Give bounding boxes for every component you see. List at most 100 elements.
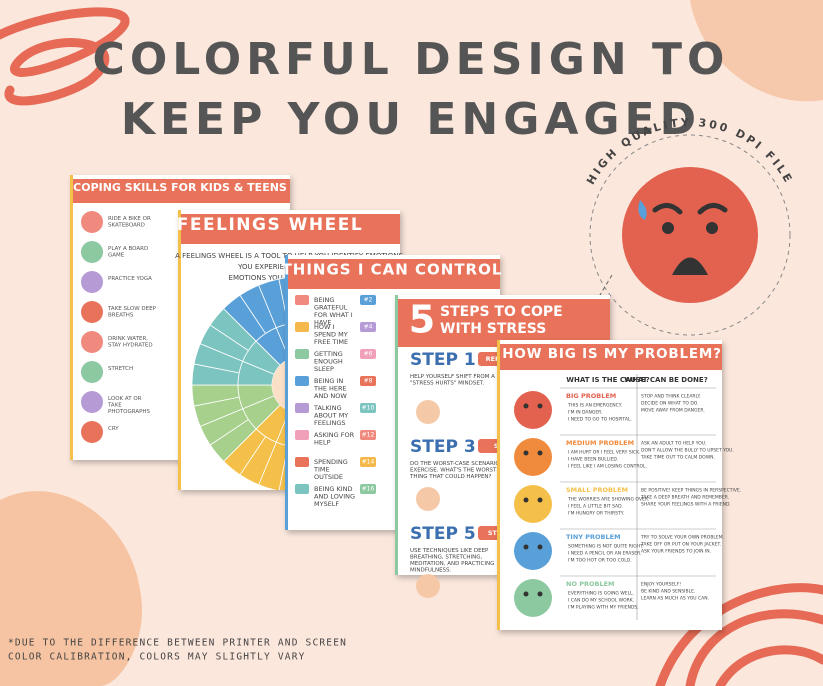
coping-item-line: CRY xyxy=(108,426,119,432)
face-eye xyxy=(523,497,529,503)
problem-cause: SOMETHING IS NOT QUITE RIGHT. xyxy=(568,544,644,550)
tag xyxy=(360,376,376,386)
card-header xyxy=(73,179,290,203)
emoji-tear xyxy=(638,200,647,220)
column-header: WHAT CAN BE DONE? xyxy=(624,376,708,384)
problem-action: STOP AND THINK CLEARLY. xyxy=(641,394,701,400)
control-item-line: BEING IN xyxy=(314,377,343,385)
tag xyxy=(295,349,309,359)
tag xyxy=(295,403,309,413)
scribble xyxy=(0,7,130,106)
tag xyxy=(360,430,376,440)
problem-level: MEDIUM PROBLEM xyxy=(566,439,634,447)
footnote: *DUE TO THE DIFFERENCE BETWEEN PRINTER A… xyxy=(8,638,347,649)
step-text-line: DO THE WORST-CASE SCENARIO xyxy=(410,461,500,467)
control-item-line: SPEND MY xyxy=(314,331,348,339)
step-label: STEP 3 xyxy=(410,437,476,457)
face xyxy=(514,391,552,429)
tag xyxy=(295,322,309,332)
problem-cause: I CAN DO MY SCHOOL WORK. xyxy=(568,598,634,604)
face xyxy=(514,532,552,570)
step-text-line: MEDITATION, AND PRACTICING xyxy=(410,561,494,567)
control-item: BEING IN THE HERE AND NOW xyxy=(313,377,347,400)
icon xyxy=(81,241,103,263)
control-item: TALKING ABOUT MY FEELINGS xyxy=(313,404,348,427)
tag xyxy=(360,322,376,332)
badge-ring xyxy=(589,134,791,336)
step-figure xyxy=(416,487,440,511)
control-item-line: TALKING xyxy=(313,404,342,412)
tag xyxy=(360,295,376,305)
control-item-line: FREE TIME xyxy=(314,338,348,346)
problem-action: ASK AN ADULT TO HELP YOU. xyxy=(641,441,706,447)
coping-item-line: RIDE A BIKE OR xyxy=(108,216,151,222)
problem-action: BE KIND AND SENSIBLE. xyxy=(641,589,695,595)
tag-number: #16 xyxy=(362,486,375,493)
coping-item: PLAY A BOARD GAME xyxy=(108,246,148,259)
card-header xyxy=(288,259,500,289)
coping-item: PRACTICE YOGA xyxy=(108,276,152,282)
card-header xyxy=(181,214,400,244)
card-edge xyxy=(285,255,288,530)
control-item-line: HOW I xyxy=(314,323,334,331)
coping-item: LOOK AT OR TAKE PHOTOGRAPHS xyxy=(107,396,151,415)
card-edge xyxy=(395,295,398,575)
card-title: WITH STRESS xyxy=(440,321,546,337)
problem-cause: I'M TOO HOT OR TOO COLD. xyxy=(568,558,632,564)
coping-item-line: LOOK AT OR xyxy=(108,396,142,402)
icon xyxy=(81,331,103,353)
coping-item-line: DRINK WATER, xyxy=(108,336,148,342)
emoji xyxy=(622,167,758,303)
problem-level: BIG PROBLEM xyxy=(566,392,616,400)
emoji-brow xyxy=(652,203,728,215)
face-eye xyxy=(537,450,543,456)
tag-number: #12 xyxy=(362,432,375,439)
card-header xyxy=(398,299,610,347)
control-item-line: SPENDING xyxy=(314,458,348,466)
emoji-mouth xyxy=(672,257,708,275)
step-label: STEP 5 xyxy=(410,524,476,544)
card-title: STEPS TO COPE xyxy=(440,304,563,320)
card-edge xyxy=(497,340,500,630)
step-text-line: MINDFULNESS. xyxy=(410,567,452,573)
coping-item-line: STAY HYDRATED xyxy=(108,342,153,348)
control-item-line: HAVE xyxy=(314,319,331,327)
control-item-line: ABOUT MY xyxy=(314,412,348,420)
tag-number: #10 xyxy=(362,405,375,412)
tag-number: #8 xyxy=(364,378,373,385)
coping-item-line: PHOTOGRAPHS xyxy=(108,409,151,415)
card-header xyxy=(500,344,722,370)
problem-cause: I FEEL A LITTLE BIT SAD. xyxy=(568,504,623,510)
coping-item-line: PLAY A BOARD xyxy=(108,246,148,252)
footnote: COLOR CALIBRATION, COLORS MAY SLIGHTLY V… xyxy=(8,652,306,663)
control-item: GETTING ENOUGH SLEEP xyxy=(314,350,343,373)
problem-cause: I'M IN DANGER. xyxy=(568,410,603,416)
face-eye xyxy=(523,591,529,597)
step-label: STEP 1 xyxy=(410,350,476,370)
control-item-line: AND LOVING xyxy=(314,493,355,501)
problem-action: DECIDE ON WHAT TO DO. xyxy=(641,401,699,407)
headline: KEEP YOU ENGAGED xyxy=(121,94,701,145)
control-item-line: GETTING xyxy=(314,350,343,358)
face-eye xyxy=(537,544,543,550)
problem-action: TAKE TIME OUT TO CALM DOWN. xyxy=(640,455,715,461)
problem-action: SHARE YOUR FEELINGS WITH A FRIEND. xyxy=(641,502,731,508)
face xyxy=(514,485,552,523)
problem-cause: I'M PLAYING WITH MY FRIENDS. xyxy=(568,605,639,611)
icon xyxy=(81,361,103,383)
blob xyxy=(690,0,823,102)
problem-cause: I FEEL LIKE I AM LOSING CONTROL. xyxy=(568,464,647,470)
control-item-line: SLEEP xyxy=(314,365,334,373)
coping-item-line: BREATHS xyxy=(108,312,134,318)
control-item-line: ASKING FOR xyxy=(314,431,355,439)
icon xyxy=(81,421,103,443)
coping-item-line: STRETCH xyxy=(108,366,133,372)
coping-item: CRY xyxy=(108,426,119,432)
tag xyxy=(360,403,376,413)
tag-number: #4 xyxy=(364,324,373,331)
tag xyxy=(360,349,376,359)
scribble xyxy=(655,583,823,686)
control-item-line: GRATEFUL xyxy=(314,304,348,312)
step-text-line: EXERCISE. WHAT'S THE WORST xyxy=(410,467,497,473)
